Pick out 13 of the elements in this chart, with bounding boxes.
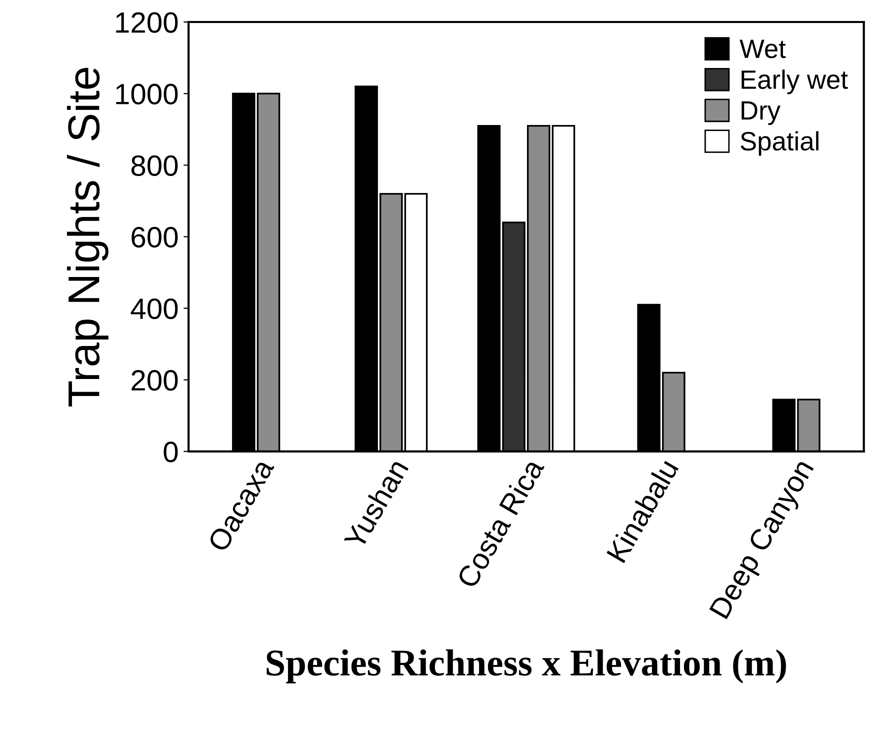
legend-label: Wet xyxy=(740,40,786,58)
y-axis-title: Trap Nights / Site xyxy=(66,68,108,407)
y-tick-label: 800 xyxy=(131,155,178,176)
y-tick-label: 1200 xyxy=(116,12,178,33)
x-axis-title: Species Richness x Elevation (m) xyxy=(266,649,786,684)
y-tick-label: 200 xyxy=(132,370,178,391)
legend-label: Dry xyxy=(742,101,780,126)
y-tick-label: 600 xyxy=(132,226,178,248)
legend-label: Spatial xyxy=(740,131,818,156)
legend-label: Early wet xyxy=(742,70,848,94)
y-tick-label: 0 xyxy=(164,442,178,462)
y-tick-label: 400 xyxy=(130,298,178,320)
y-tick-label: 1000 xyxy=(116,84,178,104)
